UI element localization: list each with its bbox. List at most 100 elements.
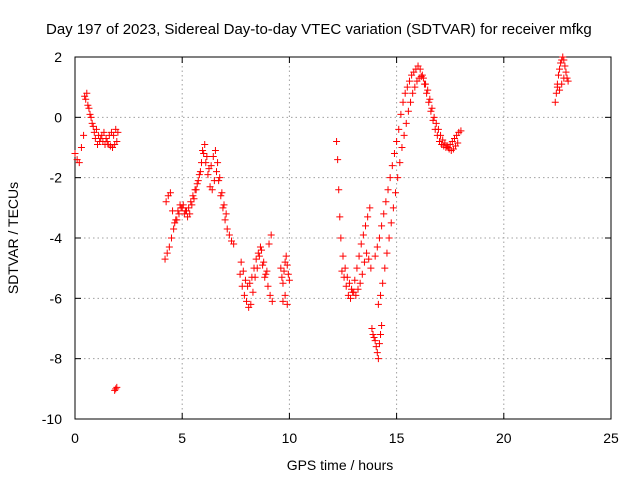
data-point — [338, 267, 346, 275]
data-point — [434, 125, 442, 133]
data-point — [200, 150, 208, 158]
data-point — [262, 270, 270, 278]
x-tick-label: 25 — [603, 430, 619, 446]
data-point — [208, 186, 216, 194]
data-point — [340, 273, 348, 281]
data-point — [402, 119, 410, 127]
data-point — [181, 207, 189, 215]
data-point — [113, 383, 121, 391]
data-point — [378, 321, 386, 329]
data-point — [89, 122, 97, 130]
data-point — [374, 355, 382, 363]
y-tick-label: 2 — [54, 49, 62, 65]
data-point — [248, 273, 256, 281]
data-point — [379, 279, 387, 287]
data-point — [71, 150, 79, 158]
data-point — [407, 98, 415, 106]
data-point — [162, 198, 170, 206]
data-point — [403, 83, 411, 91]
data-point — [250, 264, 258, 272]
data-point — [237, 258, 245, 266]
data-point — [428, 104, 436, 112]
data-point — [371, 337, 379, 345]
data-point — [355, 252, 363, 260]
data-point — [395, 125, 403, 133]
data-point — [372, 343, 380, 351]
data-point — [225, 231, 233, 239]
data-point — [375, 234, 383, 242]
data-point — [363, 249, 371, 257]
data-point — [187, 198, 195, 206]
x-axis-label: GPS time / hours — [287, 457, 394, 473]
data-point — [103, 137, 111, 145]
y-tick-label: 0 — [54, 109, 62, 125]
data-point — [113, 137, 121, 145]
data-point — [195, 171, 203, 179]
data-point — [418, 71, 426, 79]
data-point — [370, 334, 378, 342]
data-point — [385, 234, 393, 242]
data-point — [342, 282, 350, 290]
data-point — [347, 294, 355, 302]
data-point — [411, 83, 419, 91]
data-point — [426, 95, 434, 103]
data-point — [423, 89, 431, 97]
data-point — [258, 246, 266, 254]
data-point — [259, 261, 267, 269]
data-point — [341, 264, 349, 272]
data-point — [185, 204, 193, 212]
data-point — [87, 113, 95, 121]
data-point — [223, 225, 231, 233]
data-point — [186, 210, 194, 218]
data-point — [110, 131, 118, 139]
data-point — [457, 127, 465, 135]
data-point — [241, 276, 249, 284]
data-point — [92, 125, 100, 133]
data-point — [256, 243, 264, 251]
data-markers — [71, 53, 572, 394]
data-point — [557, 59, 565, 67]
data-point — [430, 113, 438, 121]
data-point — [175, 210, 183, 218]
data-point — [167, 234, 175, 242]
data-point — [432, 119, 440, 127]
data-point — [114, 128, 122, 136]
y-axis-label: SDTVAR / TECUs — [5, 182, 21, 294]
y-tick-label: -2 — [50, 170, 63, 186]
data-point — [279, 297, 287, 305]
data-point — [334, 156, 342, 164]
data-point — [163, 249, 171, 257]
data-point — [381, 264, 389, 272]
data-point — [399, 98, 407, 106]
data-point — [419, 74, 427, 82]
data-point — [240, 291, 248, 299]
data-point — [82, 95, 90, 103]
data-point — [265, 240, 273, 248]
data-point — [351, 276, 359, 284]
data-point — [83, 89, 91, 97]
data-point — [204, 171, 212, 179]
data-point — [559, 53, 567, 61]
data-point — [349, 288, 357, 296]
data-point — [360, 258, 368, 266]
data-point — [91, 134, 99, 142]
data-point — [230, 240, 238, 248]
data-point — [189, 192, 197, 200]
data-point — [220, 201, 228, 209]
data-point — [387, 219, 395, 227]
data-point — [394, 174, 402, 182]
data-point — [368, 325, 376, 332]
data-point — [365, 255, 373, 263]
data-point — [551, 98, 559, 106]
data-point — [264, 282, 272, 290]
data-point — [429, 116, 437, 124]
data-point — [564, 77, 572, 85]
data-point — [284, 270, 292, 278]
data-point — [373, 349, 381, 357]
axis-ticks — [74, 56, 612, 420]
data-point — [194, 177, 202, 185]
data-point — [179, 201, 187, 209]
data-point — [277, 264, 285, 272]
data-point — [280, 267, 288, 275]
data-point — [375, 340, 383, 348]
